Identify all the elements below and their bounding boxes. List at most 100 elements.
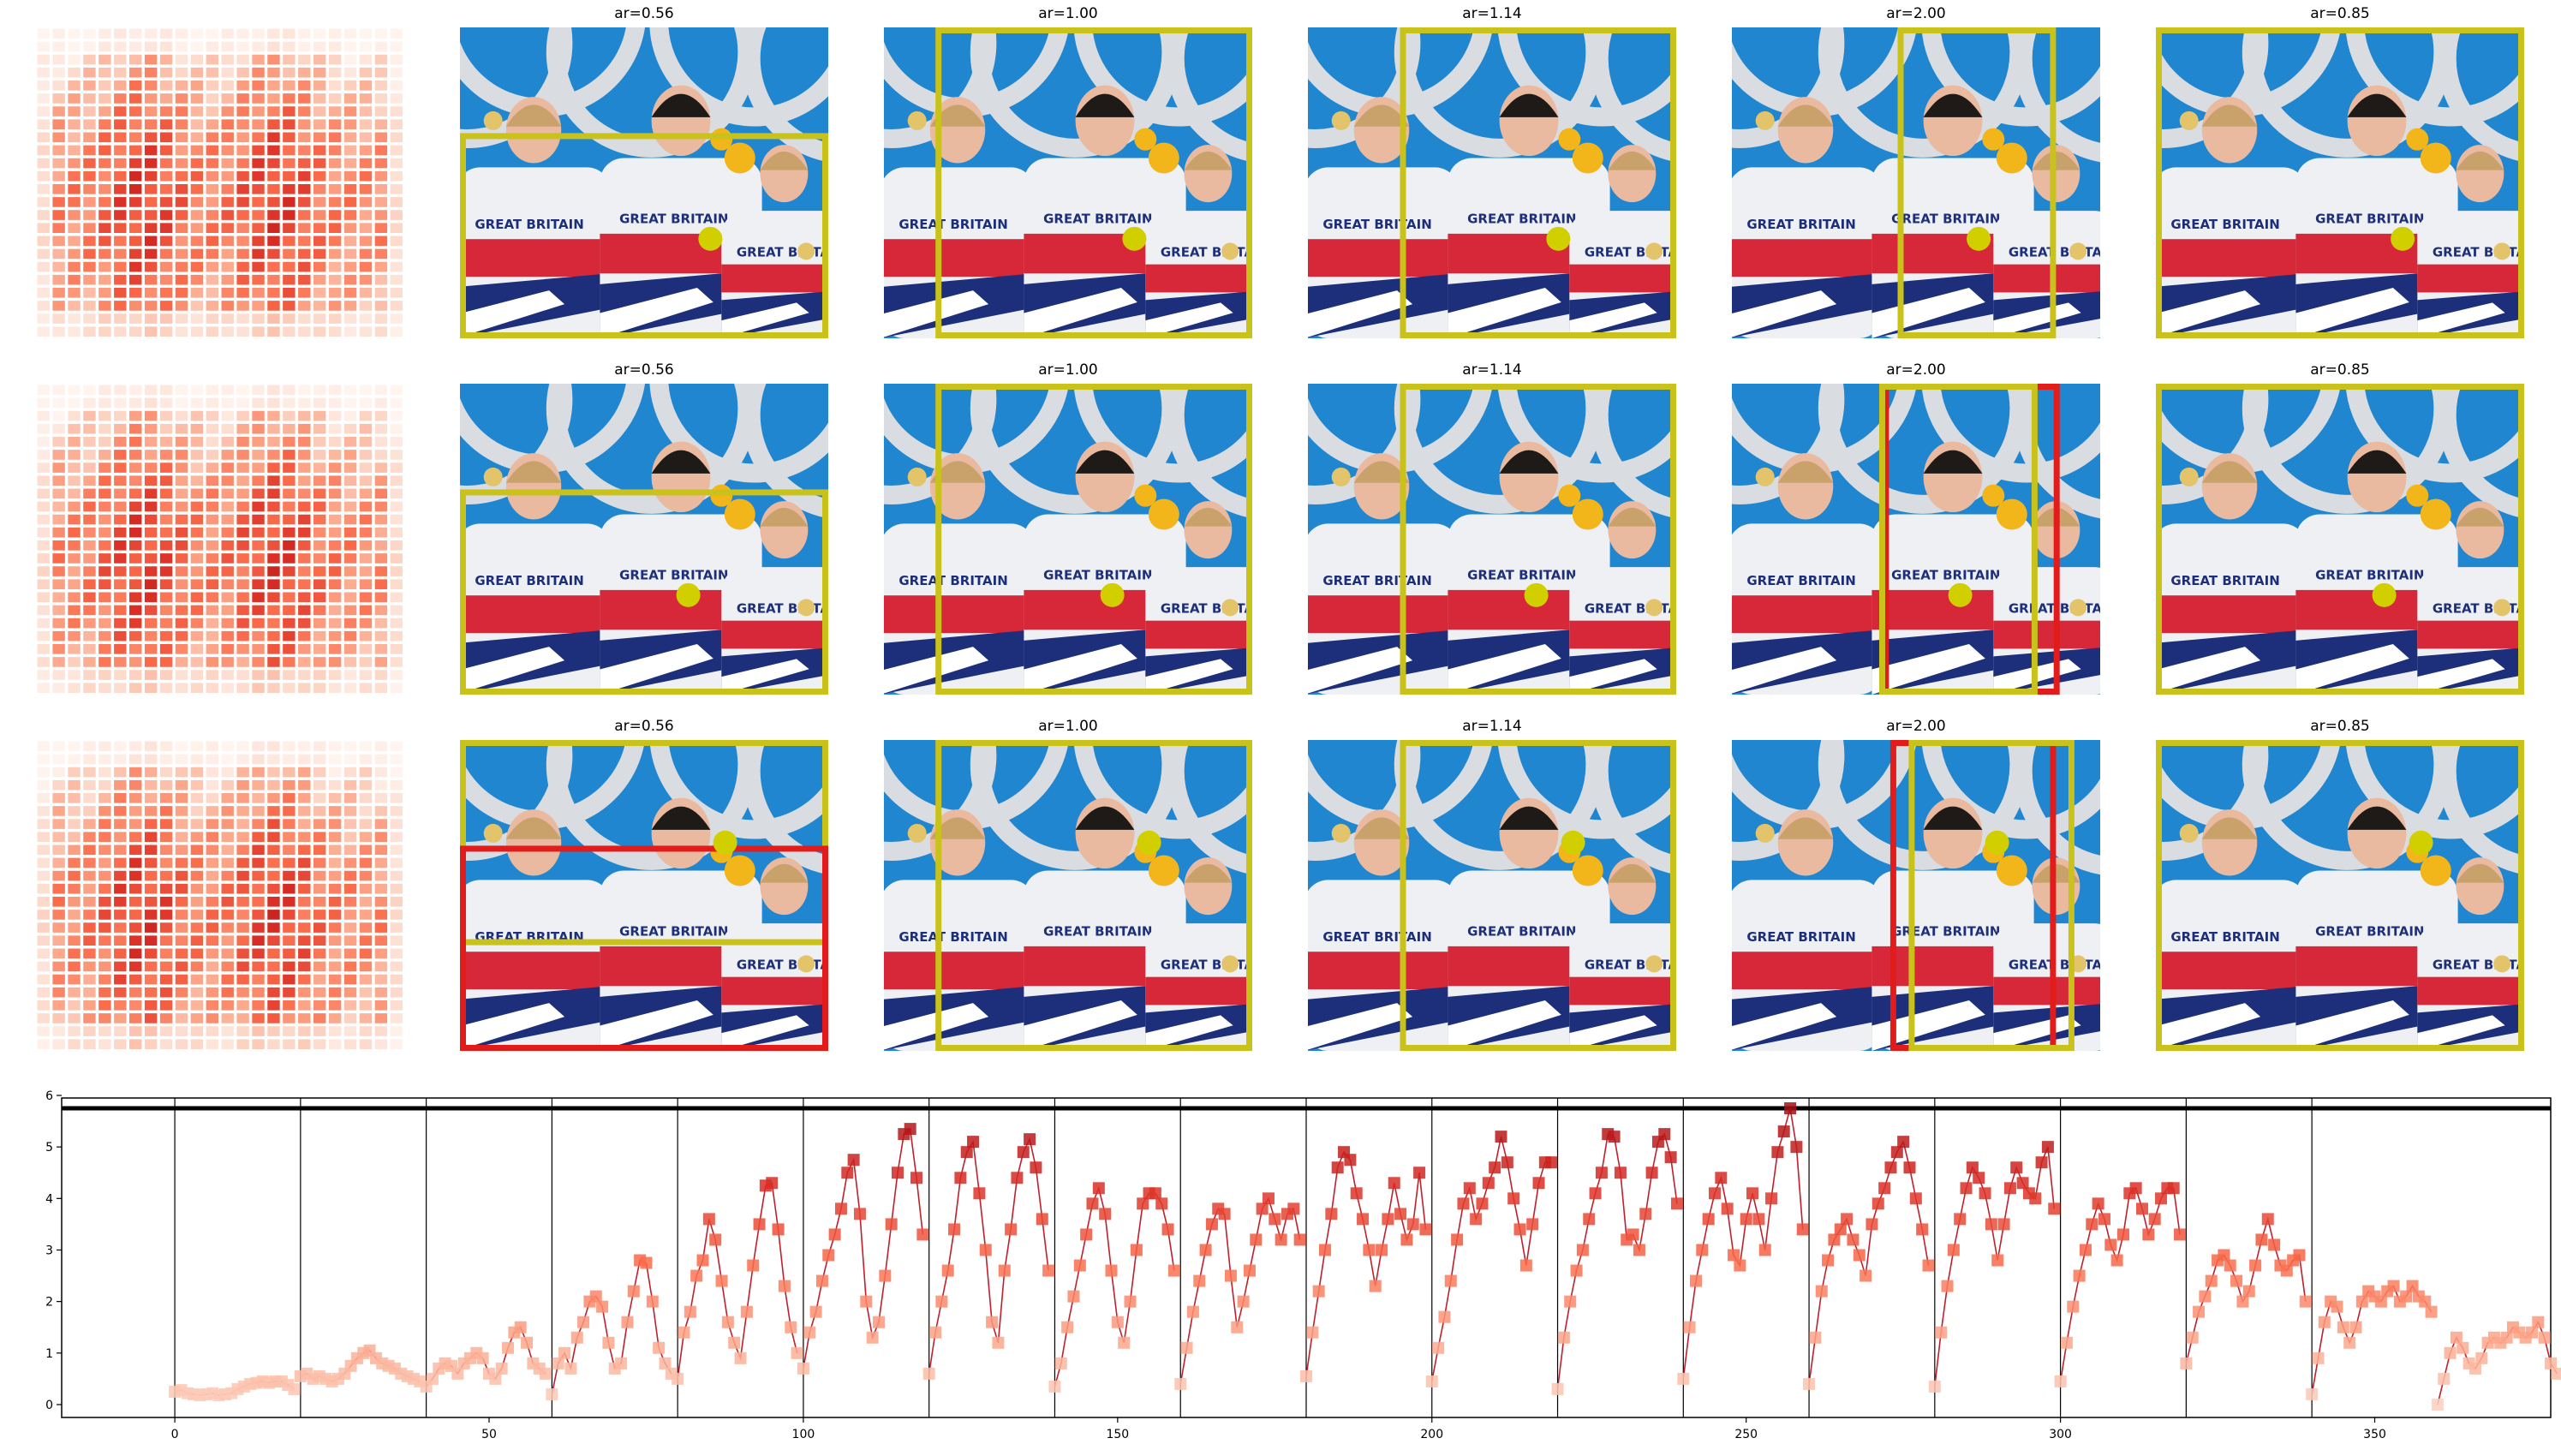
heat-cell bbox=[37, 987, 50, 998]
heat-cell bbox=[37, 67, 50, 78]
heat-cell bbox=[83, 397, 96, 409]
data-point bbox=[2299, 1295, 2312, 1308]
heat-cell bbox=[283, 28, 296, 39]
heat-cell bbox=[236, 210, 249, 220]
heat-cell bbox=[267, 488, 280, 499]
heat-cell bbox=[221, 779, 234, 791]
heat-cell bbox=[83, 223, 96, 233]
heat-cell bbox=[390, 961, 403, 972]
heat-cell bbox=[236, 630, 249, 641]
heat-cell bbox=[159, 779, 173, 791]
heat-cell bbox=[283, 1000, 296, 1011]
heat-cell bbox=[175, 897, 188, 907]
jacket-stripe-white bbox=[1304, 1003, 1413, 1051]
heat-cell bbox=[144, 683, 158, 693]
heat-cell bbox=[283, 326, 296, 337]
heat-cell bbox=[175, 274, 188, 285]
data-point bbox=[1269, 1213, 1281, 1226]
heat-cell bbox=[298, 462, 311, 473]
heat-cell bbox=[114, 819, 127, 829]
heat-cell bbox=[206, 106, 218, 116]
heat-cell bbox=[252, 385, 265, 396]
data-point bbox=[1174, 1377, 1187, 1390]
heat-cell bbox=[390, 644, 403, 654]
heat-cell bbox=[283, 385, 296, 396]
heat-cell bbox=[313, 184, 326, 194]
heat-cell bbox=[313, 145, 326, 156]
heat-cell bbox=[359, 844, 373, 856]
heat-cell bbox=[114, 41, 127, 52]
heat-cell bbox=[283, 961, 296, 972]
jacket-stripe bbox=[1304, 239, 1460, 277]
heat-cell bbox=[298, 475, 311, 486]
heat-cell bbox=[68, 501, 81, 512]
heat-cell bbox=[114, 184, 127, 194]
heat-cell bbox=[68, 670, 81, 680]
heat-cell bbox=[298, 870, 311, 881]
heat-cell bbox=[328, 145, 342, 156]
heat-cell bbox=[236, 922, 249, 933]
heat-cell bbox=[114, 974, 127, 985]
heat-cell bbox=[144, 385, 158, 396]
heat-cell bbox=[267, 158, 280, 169]
heat-cell bbox=[252, 883, 265, 894]
heat-cell bbox=[206, 987, 218, 998]
heat-cell bbox=[359, 210, 373, 220]
heat-cell bbox=[37, 644, 50, 654]
data-point bbox=[2010, 1161, 2023, 1174]
heat-cell bbox=[52, 313, 65, 324]
heat-cell bbox=[190, 870, 204, 881]
sunflower-bouquet bbox=[1148, 855, 1179, 886]
heat-cell bbox=[252, 54, 265, 65]
heat-cell bbox=[190, 488, 204, 499]
heat-cell bbox=[37, 274, 50, 285]
jacket-stripe-white bbox=[600, 1000, 713, 1051]
heat-cell bbox=[343, 779, 357, 791]
heat-cell bbox=[283, 793, 296, 803]
medal bbox=[2493, 242, 2511, 260]
hair bbox=[929, 104, 986, 127]
data-point bbox=[1350, 1187, 1363, 1200]
heat-cell bbox=[144, 1026, 158, 1036]
heat-cell bbox=[114, 313, 127, 324]
heat-cell bbox=[343, 223, 357, 233]
heat-cell bbox=[129, 922, 142, 933]
heat-cell bbox=[328, 1013, 342, 1023]
data-point bbox=[2475, 1352, 2488, 1364]
heat-cell bbox=[359, 274, 373, 285]
data-point bbox=[564, 1362, 577, 1375]
heat-cell bbox=[374, 579, 388, 589]
heat-cell bbox=[175, 670, 188, 680]
heat-cell bbox=[343, 870, 357, 881]
heat-cell bbox=[221, 948, 234, 959]
heat-cell bbox=[298, 806, 311, 816]
heat-cell bbox=[68, 67, 81, 78]
jacket-stripe bbox=[1728, 595, 1883, 634]
data-point bbox=[602, 1336, 615, 1349]
data-point bbox=[1928, 1380, 1941, 1393]
medal bbox=[1645, 242, 1663, 260]
heat-cell bbox=[159, 618, 173, 629]
heat-cell bbox=[283, 197, 296, 207]
heat-cell bbox=[37, 670, 50, 680]
heat-cell bbox=[221, 1026, 234, 1036]
jacket-stripe-white bbox=[456, 647, 565, 695]
heat-cell bbox=[267, 236, 280, 247]
heat-cell bbox=[267, 450, 280, 460]
data-point bbox=[1444, 1274, 1457, 1287]
data-point bbox=[2261, 1213, 2274, 1226]
heat-cell bbox=[159, 974, 173, 985]
center-dot bbox=[1948, 582, 1973, 607]
heat-cell bbox=[236, 819, 249, 829]
heat-cell bbox=[252, 553, 265, 564]
heat-cell bbox=[236, 437, 249, 447]
heat-cell bbox=[175, 501, 188, 512]
data-point bbox=[2016, 1177, 2029, 1190]
heat-cell bbox=[114, 579, 127, 589]
heat-cell bbox=[83, 197, 96, 207]
heat-cell bbox=[359, 313, 373, 324]
heat-cell bbox=[390, 910, 403, 920]
